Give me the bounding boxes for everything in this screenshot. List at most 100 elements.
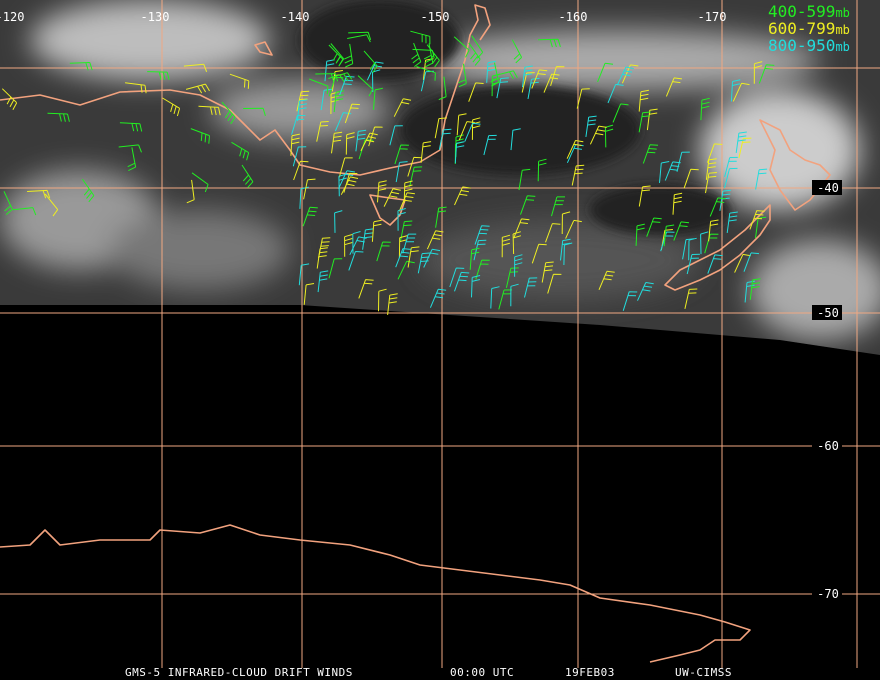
wind-barb (490, 62, 500, 87)
wind-barb (464, 122, 481, 142)
wind-barb (454, 186, 471, 206)
wind-barb (81, 178, 95, 203)
wind-barb (373, 87, 383, 110)
footer-text: 00:00 UTC (450, 666, 514, 679)
wind-barb (550, 66, 565, 86)
wind-barb (730, 79, 741, 102)
wind-barb (417, 252, 431, 274)
wind-barb (565, 219, 582, 239)
wind-barb (397, 260, 415, 280)
legend-entry: 600-799mb (768, 19, 850, 38)
wind-barb (709, 197, 726, 217)
wind-barb (47, 112, 70, 122)
wind-barb (524, 277, 538, 298)
wind-barb (514, 254, 523, 277)
wind-barb (229, 73, 250, 89)
wind-barb (551, 196, 565, 217)
wind-barb (198, 105, 221, 116)
latitude-label-bg (812, 586, 842, 601)
wind-barb (612, 103, 629, 123)
wind-barb (458, 121, 475, 141)
wind-barb (343, 43, 354, 68)
wind-barb (330, 91, 339, 115)
wind-barb (69, 62, 93, 71)
wind-barb (560, 238, 571, 261)
wind-barb (511, 39, 523, 64)
wind-barb (344, 234, 353, 257)
wind-barb (393, 98, 412, 117)
wind-barb (309, 78, 329, 95)
wind-barb (664, 161, 681, 181)
wind-barb (513, 218, 530, 238)
wind-barb (349, 236, 367, 256)
legend-entry: 800-950mb (768, 36, 850, 55)
wind-barb (543, 73, 560, 93)
wind-barb (416, 66, 436, 81)
wind-barb (334, 210, 343, 233)
wind-barb (376, 241, 391, 262)
wind-barb (744, 280, 756, 303)
wind-barb (348, 31, 372, 40)
wind-barb (454, 141, 465, 164)
wind-barb (355, 129, 367, 152)
wind-barb (27, 189, 51, 199)
wind-barb (438, 128, 452, 150)
wind-barb (471, 117, 481, 140)
wind-barb (547, 273, 562, 294)
wind-barb (531, 243, 547, 264)
wind-barb (700, 231, 709, 255)
wind-barb (397, 208, 406, 231)
latitude-label-bg (812, 180, 842, 195)
wind-barb (541, 261, 554, 283)
wind-barb (438, 76, 447, 101)
wind-barb (407, 156, 422, 177)
wind-barb (3, 191, 13, 215)
wind-barb (576, 88, 590, 109)
wind-barb (423, 248, 441, 268)
wind-barb (343, 172, 358, 193)
wind-barb (474, 225, 490, 245)
wind-barb (758, 64, 775, 84)
wind-barb (638, 111, 651, 133)
wind-barb (378, 288, 387, 312)
wind-barb (1, 88, 18, 110)
legend-range: 600-799 (768, 19, 835, 38)
wind-barb (290, 133, 300, 156)
wind-barb (348, 251, 364, 271)
wind-barb (646, 108, 658, 131)
legend-range: 800-950 (768, 36, 835, 55)
wind-barb (749, 278, 761, 300)
wind-barb (724, 156, 738, 178)
wind-barb (683, 168, 699, 189)
wind-barb (486, 60, 496, 83)
legend-entry: 400-599mb (768, 2, 850, 21)
wind-barb (377, 180, 387, 203)
wind-barb (738, 137, 752, 159)
wind-barb (642, 144, 659, 164)
wind-barb (426, 44, 440, 68)
wind-barb (426, 230, 444, 250)
wind-barb (191, 172, 209, 193)
wind-barb (622, 291, 638, 311)
wind-barb (420, 141, 432, 163)
wind-barb (637, 282, 654, 301)
latitude-label: -50 (817, 306, 839, 320)
wind-barb (338, 173, 347, 197)
legend-range: 400-599 (768, 2, 835, 21)
latitude-label: -70 (817, 587, 839, 601)
wind-barb (493, 70, 518, 79)
wind-barb (676, 151, 690, 172)
wind-barb (297, 99, 308, 122)
longitude-label: -160 (559, 10, 588, 24)
latitude-label-bg (812, 438, 842, 453)
wind-barb (510, 283, 519, 307)
wind-barb (363, 50, 378, 73)
latitude-label-bg (812, 305, 842, 320)
longitude-label: -140 (281, 10, 310, 24)
wind-barb (638, 185, 651, 207)
wind-barb (520, 195, 536, 215)
legend-unit: mb (835, 6, 849, 20)
wind-barb (186, 179, 195, 204)
